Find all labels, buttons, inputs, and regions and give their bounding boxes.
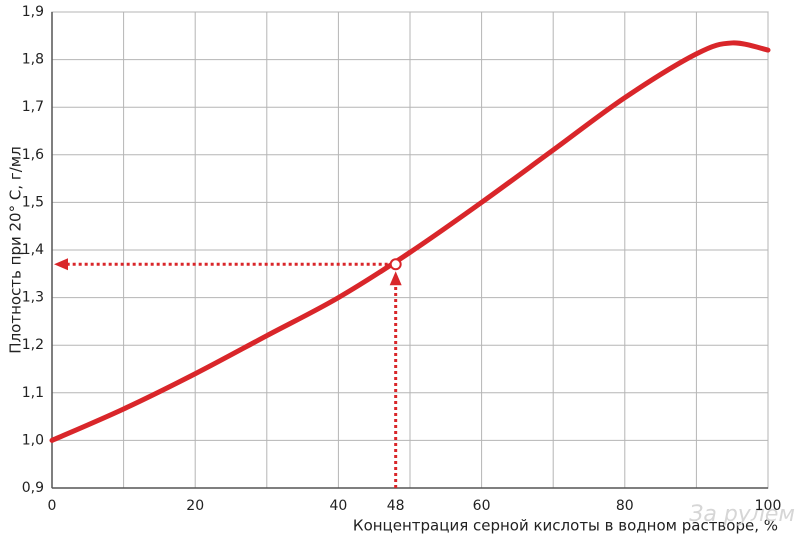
y-tick-label: 0,9 [22, 480, 44, 496]
arrow-head [389, 271, 402, 286]
arrow-head [54, 258, 68, 271]
y-tick-label: 1,8 [22, 52, 44, 68]
y-tick-label: 1,6 [22, 147, 44, 163]
marker-label: 48 [387, 498, 405, 514]
x-tick-label: 40 [329, 498, 347, 514]
y-tick-label: 1,4 [22, 242, 44, 258]
x-tick-label: 100 [755, 498, 782, 514]
y-axis-label: Плотность при 20° C, г/мл [7, 146, 25, 353]
watermark: За рулем [689, 502, 795, 527]
x-tick-label: 80 [616, 498, 634, 514]
y-tick-label: 1,9 [22, 4, 44, 20]
y-tick-label: 1,0 [22, 432, 44, 448]
y-tick-label: 1,5 [22, 194, 44, 210]
y-tick-label: 1,7 [22, 99, 44, 115]
y-tick-label: 1,1 [22, 385, 44, 401]
x-tick-label: 20 [186, 498, 204, 514]
y-tick-label: 1,2 [22, 337, 44, 353]
x-tick-label: 60 [473, 498, 491, 514]
x-tick-label: 0 [48, 498, 57, 514]
y-tick-label: 1,3 [22, 290, 44, 306]
line [49, 40, 771, 443]
x-axis-label: Концентрация серной кислоты в водном рас… [353, 517, 778, 535]
marker-point [389, 258, 402, 271]
